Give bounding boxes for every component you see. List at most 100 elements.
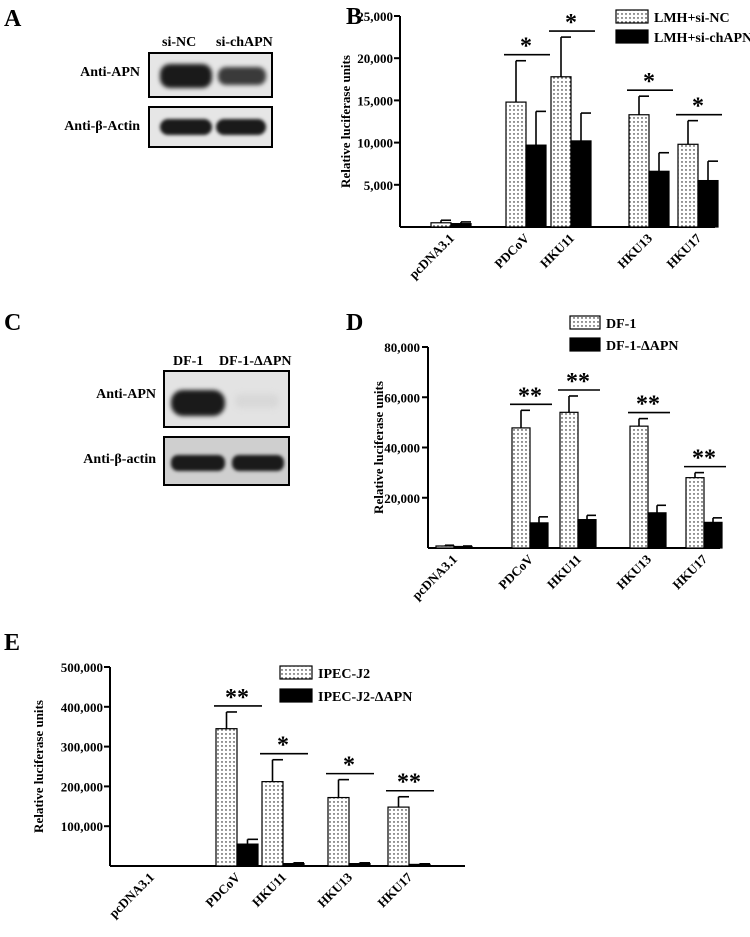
chart-d-bar-s1-pcdna3.1 (435, 545, 455, 549)
chart-b-sig-marker: * (565, 10, 577, 36)
blot-a-actin (148, 106, 273, 148)
chart-b-bar-s1-pdcov (505, 101, 527, 228)
chart-d-bar-s2-hku17 (703, 521, 723, 549)
chart-b-sig-marker: * (520, 34, 532, 60)
blot-c-actin (163, 436, 290, 486)
chart-e-y-label: Relative luciferase units (31, 700, 46, 833)
chart-e-bar-s2-hku17 (408, 863, 431, 867)
chart-b-bar-s2-hku11 (570, 140, 592, 228)
chart-b-x-label-hku13: HKU13 (614, 230, 655, 271)
chart-e-y-tick-label: 300,000 (61, 740, 103, 755)
chart-b-legend-label-2: LMH+si-chAPN (654, 31, 750, 46)
chart-d-legend-swatch-1 (569, 315, 601, 330)
chart-b-legend-swatch-1 (615, 9, 649, 24)
chart-b-sig-marker: * (643, 69, 655, 95)
chart-b-legend-label-1: LMH+si-NC (654, 11, 730, 26)
chart-e-x-label-pcdna3.1: pcDNA3.1 (106, 870, 157, 921)
chart-b-bar-s1-hku13 (628, 114, 650, 228)
chart-e-y-tick-label: 200,000 (61, 779, 103, 794)
chart-b-x-label-pcdna3.1: pcDNA3.1 (406, 231, 457, 282)
chart-b-x-label-hku17: HKU17 (663, 230, 704, 271)
chart-b-y-tick-label: 15,000 (357, 93, 393, 108)
blot-c-lane-1: DF-1 (173, 354, 204, 369)
chart-e-bar-s1-hku17 (387, 806, 410, 867)
chart-d-x-label-hku11: HKU11 (544, 552, 584, 592)
chart-e-bar-s1-hku11 (261, 781, 284, 867)
chart-b-y-tick-label: 25,000 (357, 9, 393, 24)
chart-e-x-label-pdcov: PDCoV (202, 869, 243, 910)
chart-d-bar-s1-hku11 (559, 411, 579, 549)
chart-d-bar-s1-hku17 (685, 477, 705, 549)
chart-d-x-label-hku17: HKU17 (669, 551, 710, 592)
chart-d-legend-swatch-2 (569, 337, 601, 352)
chart-b-x-label-hku11: HKU11 (537, 231, 577, 271)
blot-a-row-2: Anti-β-Actin (64, 119, 140, 134)
chart-b-y-tick-label: 10,000 (357, 136, 393, 151)
chart-e-sig-marker: ** (225, 685, 249, 711)
chart-d-bar-s2-hku13 (647, 512, 667, 549)
chart-b-bar-s1-pcdna3.1 (430, 222, 452, 228)
chart-b-y-label: Relative luciferase units (338, 55, 353, 188)
chart-d-y-tick-label: 20,000 (384, 491, 420, 506)
chart-e-bar-s1-hku13 (327, 796, 350, 867)
blot-a-lane-1: si-NC (162, 35, 197, 50)
chart-e-bar-s2-hku13 (348, 863, 371, 867)
chart-e-bar-s2-pdcov (236, 843, 259, 867)
chart-d-sig-marker: ** (518, 383, 542, 409)
chart-d-y-tick-label: 80,000 (384, 340, 420, 355)
chart-e-sig-marker: ** (397, 770, 421, 796)
blot-a-apn (148, 52, 273, 98)
chart-d-bar-s1-hku13 (629, 425, 649, 549)
chart-e-y-tick-label: 100,000 (61, 819, 103, 834)
blot-c-lane-2: DF-1-ΔAPN (219, 354, 292, 369)
chart-b-legend-swatch-2 (615, 29, 649, 44)
panel-letter-a: A (4, 6, 22, 32)
blot-a-row-1: Anti-APN (80, 65, 140, 80)
chart-d-y-tick-label: 60,000 (384, 390, 420, 405)
chart-d-bar-s2-pdcov (529, 522, 549, 549)
chart-e-x-label-hku17: HKU17 (374, 869, 415, 910)
chart-e-x-label-hku13: HKU13 (314, 869, 355, 910)
chart-d-sig-marker: ** (566, 369, 590, 395)
chart-b-bar-s2-pcdna3.1 (450, 223, 472, 228)
chart-e-sig-marker: * (277, 733, 289, 759)
chart-e-x-label-hku11: HKU11 (249, 870, 289, 910)
chart-e-y-tick-label: 500,000 (61, 660, 103, 675)
chart-b-y-tick-label: 20,000 (357, 51, 393, 66)
chart-e-legend-label-2: IPEC-J2-ΔAPN (318, 690, 412, 705)
chart-e-legend-swatch-2 (279, 688, 313, 703)
chart-d-x-label-pcdna3.1: pcDNA3.1 (409, 552, 460, 603)
chart-e-sig-marker: * (343, 753, 355, 779)
chart-e-bar-s1-pdcov (215, 728, 238, 867)
chart-e-bar-s2-hku11 (282, 863, 305, 867)
chart-b-x-label-pdcov: PDCoV (491, 230, 532, 271)
chart-d-y-label: Relative luciferase units (371, 381, 386, 514)
chart-b-bar-s2-hku17 (697, 179, 719, 228)
panel-letter-b: B (346, 4, 363, 30)
chart-b-bar-s1-hku17 (677, 143, 699, 228)
chart-d-sig-marker: ** (636, 392, 660, 418)
chart-d-x-label-pdcov: PDCoV (495, 551, 536, 592)
panel-letter-d: D (346, 310, 364, 336)
chart-d-bar-s2-hku11 (577, 519, 597, 549)
chart-d-legend-label-1: DF-1 (606, 317, 636, 332)
chart-d-bar-s1-pdcov (511, 427, 531, 549)
chart-b-bar-s1-hku11 (550, 76, 572, 228)
chart-d-x-label-hku13: HKU13 (613, 551, 654, 592)
panel-letter-e: E (4, 630, 21, 656)
chart-b-y-tick-label: 5,000 (364, 178, 393, 193)
chart-b-bar-s2-hku13 (648, 170, 670, 228)
blot-c-row-2: Anti-β-actin (83, 452, 156, 467)
chart-e-y-tick-label: 400,000 (61, 700, 103, 715)
chart-d-legend-label-2: DF-1-ΔAPN (606, 339, 679, 354)
blot-c-apn (163, 370, 290, 428)
chart-b-sig-marker: * (692, 94, 704, 120)
blot-c-row-1: Anti-APN (96, 387, 156, 402)
panel-letter-c: C (4, 310, 22, 336)
blot-a-lane-2: si-chAPN (216, 35, 273, 50)
chart-d-sig-marker: ** (692, 446, 716, 472)
chart-e-legend-label-1: IPEC-J2 (318, 667, 370, 682)
chart-d-y-tick-label: 40,000 (384, 441, 420, 456)
chart-e-legend-swatch-1 (279, 665, 313, 680)
